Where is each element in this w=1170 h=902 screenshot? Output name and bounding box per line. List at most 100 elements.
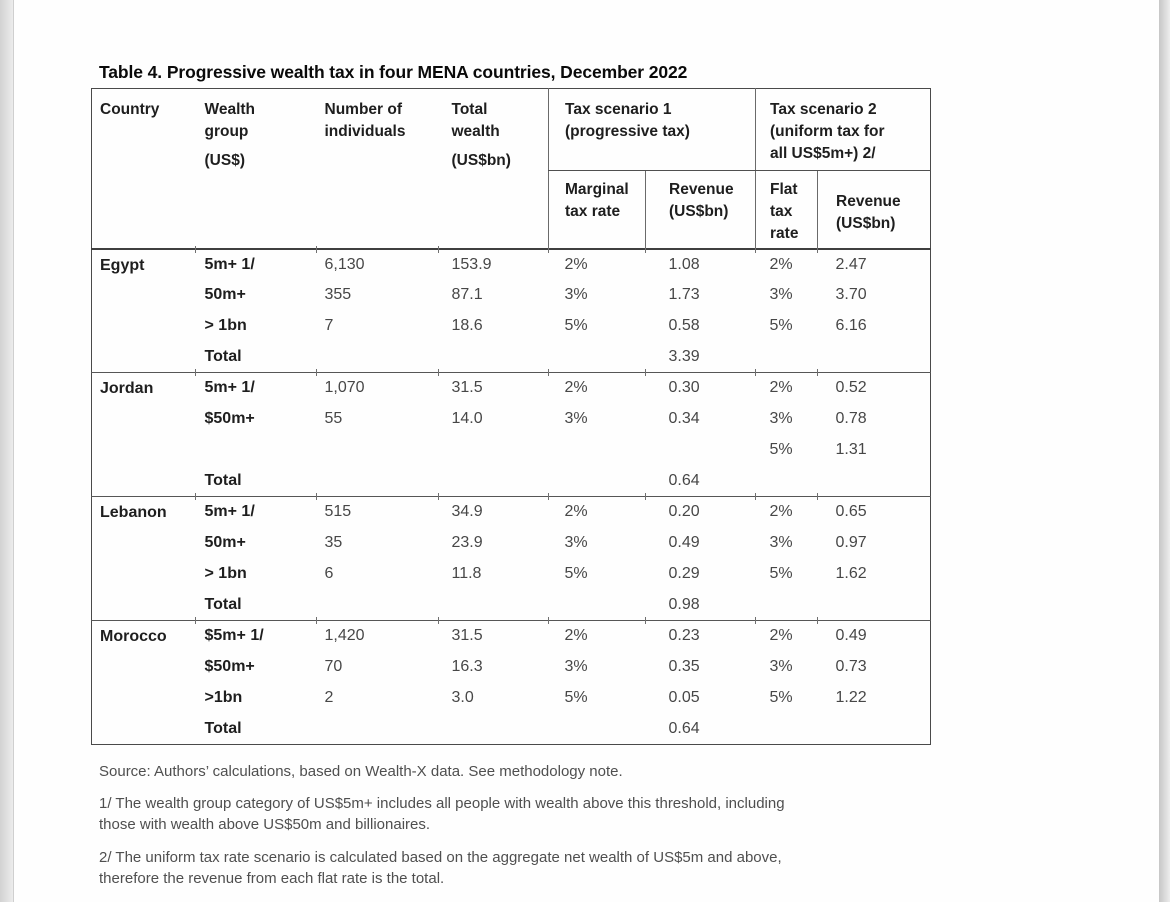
flat-rate-cell: 3%: [769, 658, 793, 675]
marginal-rate-cell: [549, 590, 646, 621]
header-row-sub: Marginal tax rate Revenue (US$bn) Flat t…: [92, 170, 931, 250]
revenue2-cell: 0.97: [835, 534, 867, 551]
wealth-tax-table: Country Wealth group (US$) Number of ind…: [91, 88, 932, 745]
total-wealth-cell: [439, 435, 549, 466]
revenue1-cell: 0.30: [644, 369, 756, 404]
total-wealth-cell: 3.0: [451, 689, 474, 706]
individuals-cell: [317, 466, 439, 497]
revenue1-total-cell: 0.64: [668, 471, 700, 489]
total-wealth-cell: 18.6: [451, 317, 483, 334]
total-wealth-cell: [439, 342, 549, 373]
revenue2-cell: 2.47: [816, 244, 931, 280]
col-header-wealth-group: Wealth group (US$): [195, 88, 317, 250]
table-row-lebanon-3: > 1bn 6 11.8 5% 0.29 5% 1.62: [92, 559, 931, 590]
flat-rate-cell: 3%: [769, 534, 793, 551]
revenue1-cell: 1.73: [668, 286, 700, 303]
marginal-rate-cell: 5%: [564, 317, 588, 334]
table-title: Table 4. Progressive wealth tax in four …: [99, 62, 688, 82]
table-row-egypt-3: > 1bn 7 18.6 5% 0.58 5% 6.16: [92, 311, 931, 342]
table-row-jordan-3: 5% 1.31: [92, 435, 931, 466]
revenue2-cell: 1.31: [835, 441, 867, 458]
col-header-revenue-scenario1: Revenue (US$bn): [644, 170, 756, 250]
revenue2-cell: [818, 714, 931, 745]
flat-rate-cell: [756, 714, 818, 745]
revenue1-total-cell: 0.64: [668, 719, 700, 737]
flat-rate-cell: 5%: [769, 689, 793, 706]
individuals-cell: 1,420: [315, 617, 439, 652]
individuals-cell: [317, 342, 439, 373]
revenue2-cell: 0.49: [816, 617, 931, 652]
table-row-egypt-2: 50m+ 355 87.1 3% 1.73 3% 3.70: [92, 280, 931, 311]
flat-rate-cell: 2%: [754, 617, 818, 652]
col-header-revenue-scenario2: Revenue (US$bn): [817, 170, 931, 250]
footnote-2: 2/ The uniform tax rate scenario is calc…: [99, 849, 782, 887]
wealth-group-cell: 50m+: [204, 286, 246, 303]
wealth-group-cell: > 1bn: [204, 317, 247, 334]
country-cell-lebanon: Lebanon: [91, 496, 196, 621]
total-label-cell: Total: [204, 471, 242, 489]
flat-rate-cell: 2%: [754, 369, 818, 404]
marginal-rate-cell: 2%: [547, 493, 646, 528]
col-header-scenario1: Tax scenario 1 (progressive tax): [547, 88, 756, 171]
table-row-egypt-1: Egypt 5m+ 1/ 6,130 153.9 2% 1.08 2% 2.47: [92, 244, 931, 280]
col-header-country: Country: [91, 88, 196, 250]
country-cell-morocco: Morocco: [91, 620, 196, 745]
total-wealth-cell: 87.1: [451, 286, 483, 303]
marginal-rate-cell: [549, 466, 646, 497]
flat-rate-cell: [756, 342, 818, 373]
flat-rate-cell: 5%: [769, 441, 793, 458]
flat-rate-cell: 2%: [754, 493, 818, 528]
country-cell-egypt: Egypt: [100, 256, 145, 274]
individuals-cell: 55: [324, 410, 343, 427]
table-row-jordan-total: Total 0.64: [92, 466, 931, 497]
source-note: Source: Authors’ calculations, based on …: [99, 763, 623, 780]
individuals-cell: 355: [324, 286, 352, 303]
page-right-edge-shadow: [1159, 0, 1170, 902]
marginal-rate-cell: [549, 342, 646, 373]
table-row-lebanon-2: 50m+ 35 23.9 3% 0.49 3% 0.97: [92, 528, 931, 559]
individuals-cell: 515: [315, 493, 439, 528]
wealth-group-cell: 5m+ 1/: [194, 244, 317, 280]
marginal-rate-cell: 5%: [564, 689, 588, 706]
table-row-jordan-1: Jordan 5m+ 1/ 1,070 31.5 2% 0.30 2% 0.52: [91, 369, 931, 497]
revenue1-cell: [646, 435, 756, 466]
total-wealth-cell: 31.5: [437, 617, 549, 652]
total-wealth-cell: [439, 714, 549, 745]
revenue2-cell: [818, 590, 931, 621]
revenue2-cell: 6.16: [835, 317, 867, 334]
total-wealth-cell: [439, 590, 549, 621]
table-row-morocco-3: >1bn 2 3.0 5% 0.05 5% 1.22: [92, 683, 931, 714]
flat-rate-cell: 2%: [754, 244, 818, 280]
revenue2-cell: 1.22: [835, 689, 867, 706]
table-row-egypt-total: Total 3.39: [92, 342, 931, 373]
revenue2-cell: [818, 466, 931, 497]
page-left-edge-shadow: [0, 0, 14, 902]
marginal-rate-cell: [549, 435, 646, 466]
marginal-rate-cell: 3%: [564, 658, 588, 675]
individuals-cell: 6: [324, 565, 334, 582]
flat-rate-cell: [756, 466, 818, 497]
table-body: Egypt 5m+ 1/ 6,130 153.9 2% 1.08 2% 2.47…: [91, 244, 931, 745]
revenue1-cell: 0.35: [668, 658, 700, 675]
revenue1-total-cell: 0.98: [668, 595, 700, 613]
table-row-jordan-2: $50m+ 55 14.0 3% 0.34 3% 0.78: [92, 404, 931, 435]
wealth-group-cell: $5m+ 1/: [194, 617, 317, 652]
total-wealth-cell: [439, 466, 549, 497]
wealth-group-cell: 5m+ 1/: [194, 369, 317, 404]
revenue1-cell: 0.29: [668, 565, 700, 582]
total-wealth-cell: 11.8: [451, 565, 482, 582]
revenue1-cell: 0.58: [668, 317, 700, 334]
revenue2-cell: 0.65: [816, 493, 931, 528]
table-row-morocco-1: Morocco $5m+ 1/ 1,420 31.5 2% 0.23 2% 0.…: [91, 617, 931, 745]
wealth-group-cell: 50m+: [204, 534, 246, 551]
individuals-cell: [317, 714, 439, 745]
revenue2-cell: 0.78: [835, 410, 867, 427]
table-row-lebanon-1: Lebanon 5m+ 1/ 515 34.9 2% 0.20 2% 0.65: [91, 493, 931, 621]
wealth-group-cell: >1bn: [204, 689, 243, 706]
col-header-flat-rate: Flat tax rate: [755, 170, 818, 250]
revenue1-cell: 0.49: [668, 534, 700, 551]
header-row-top: Country Wealth group (US$) Number of ind…: [91, 88, 931, 250]
total-wealth-cell: 153.9: [437, 244, 549, 280]
revenue1-cell: 0.20: [644, 493, 756, 528]
table-row-morocco-2: $50m+ 70 16.3 3% 0.35 3% 0.73: [92, 652, 931, 683]
